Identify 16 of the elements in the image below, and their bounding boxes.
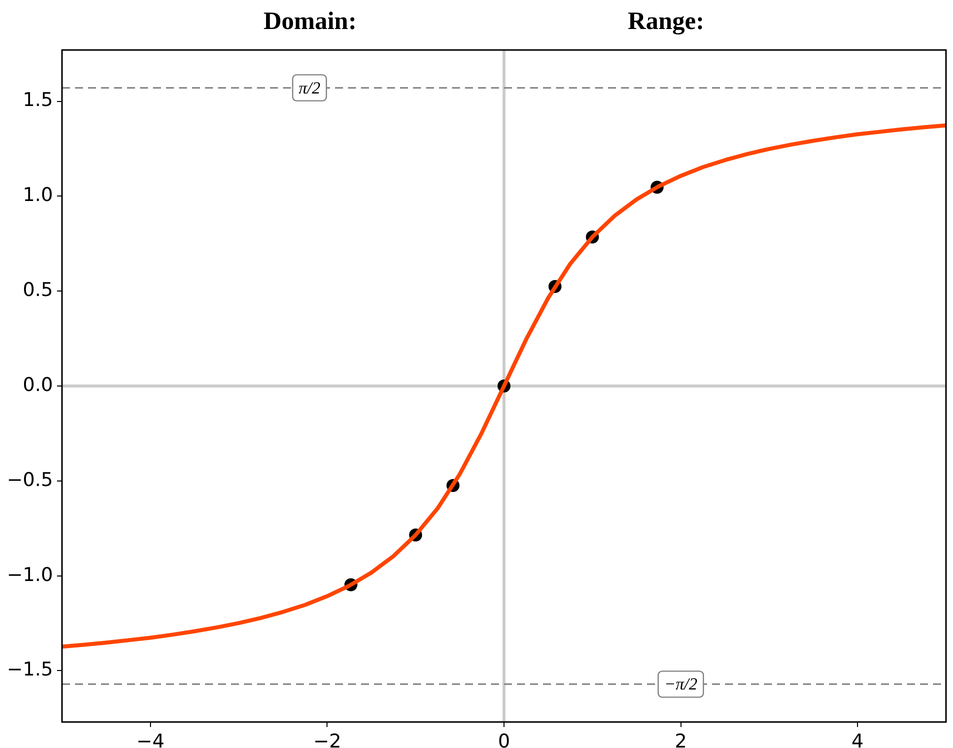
y-tick-label: −1.0 xyxy=(6,564,53,586)
annotation: −π/2 xyxy=(664,674,698,694)
x-tick-label: 4 xyxy=(852,730,864,748)
chart-subtitle: Range: xyxy=(628,8,704,36)
chart-title: Domain: xyxy=(263,8,357,36)
annotation: π/2 xyxy=(298,78,321,98)
y-tick-label: 1.0 xyxy=(22,184,53,206)
x-tick-label: 2 xyxy=(674,730,687,748)
x-tick-label: −4 xyxy=(136,730,164,748)
x-tick-label: −2 xyxy=(313,730,342,748)
y-tick-label: 0.5 xyxy=(22,279,53,302)
y-tick-label: 0.0 xyxy=(22,374,53,396)
y-tick-label: −0.5 xyxy=(6,468,53,491)
x-tick-label: 0 xyxy=(498,730,510,748)
y-tick-label: −1.5 xyxy=(6,658,53,681)
y-tick-label: 1.5 xyxy=(22,89,53,112)
